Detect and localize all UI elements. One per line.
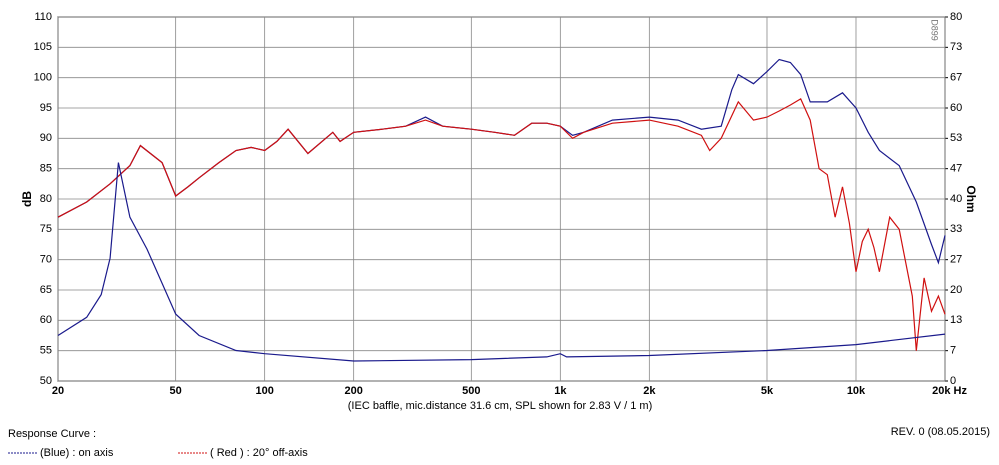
y-axis-label: dB [20, 191, 34, 207]
x-tick-label: 10k [847, 385, 866, 397]
y-tick-label: 110 [34, 11, 52, 23]
y-tick-label: 105 [34, 41, 52, 53]
y2-tick-label: 47 [950, 163, 962, 175]
y2-tick-label: 20 [950, 284, 962, 296]
y2-tick-label: 67 [950, 72, 962, 84]
legend-label: (Blue) : on axis [40, 447, 114, 459]
y-tick-label: 85 [40, 163, 52, 175]
x-tick-label: 1k [554, 385, 567, 397]
y2-tick-label: 73 [950, 41, 962, 53]
y-tick-label: 90 [40, 132, 52, 144]
y2-tick-label: 13 [950, 314, 962, 326]
x-tick-label: 500 [462, 385, 480, 397]
y2-axis-label: Ohm [964, 185, 978, 212]
y2-tick-label: 0 [950, 375, 956, 387]
y-tick-label: 55 [40, 345, 52, 357]
y2-tick-label: 60 [950, 102, 962, 114]
x-tick-label: 50 [170, 385, 182, 397]
series-line [57, 162, 946, 362]
y2-tick-label: 53 [950, 132, 962, 144]
y-tick-label: 75 [40, 223, 52, 235]
revision: REV. 0 (08.05.2015) [891, 426, 990, 438]
y-tick-label: 50 [40, 375, 52, 387]
caption: (IEC baffle, mic.distance 31.6 cm, SPL s… [348, 400, 652, 412]
y-tick-label: 100 [34, 72, 52, 84]
y2-tick-label: 40 [950, 193, 962, 205]
y-tick-label: 95 [40, 102, 52, 114]
y2-tick-label: 27 [950, 254, 962, 266]
x-tick-label: 20 [52, 385, 64, 397]
y-tick-label: 70 [40, 254, 52, 266]
x-tick-label: 2k [643, 385, 656, 397]
legend-label: ( Red ) : 20° off-axis [210, 447, 308, 459]
y-tick-label: 80 [40, 193, 52, 205]
y2-tick-label: 33 [950, 223, 962, 235]
series-line [57, 98, 946, 351]
y-tick-label: 60 [40, 314, 52, 326]
y2-tick-label: 7 [950, 345, 956, 357]
x-tick-label: 5k [761, 385, 774, 397]
y2-tick-label: 80 [950, 11, 962, 23]
series-line [57, 58, 946, 265]
y-tick-label: 65 [40, 284, 52, 296]
legend-title: Response Curve : [8, 428, 96, 440]
x-tick-label: 200 [344, 385, 362, 397]
x-tick-label: 100 [255, 385, 273, 397]
x-tick-label: 20k Hz [932, 385, 967, 397]
mark-code: D899 [930, 19, 940, 41]
